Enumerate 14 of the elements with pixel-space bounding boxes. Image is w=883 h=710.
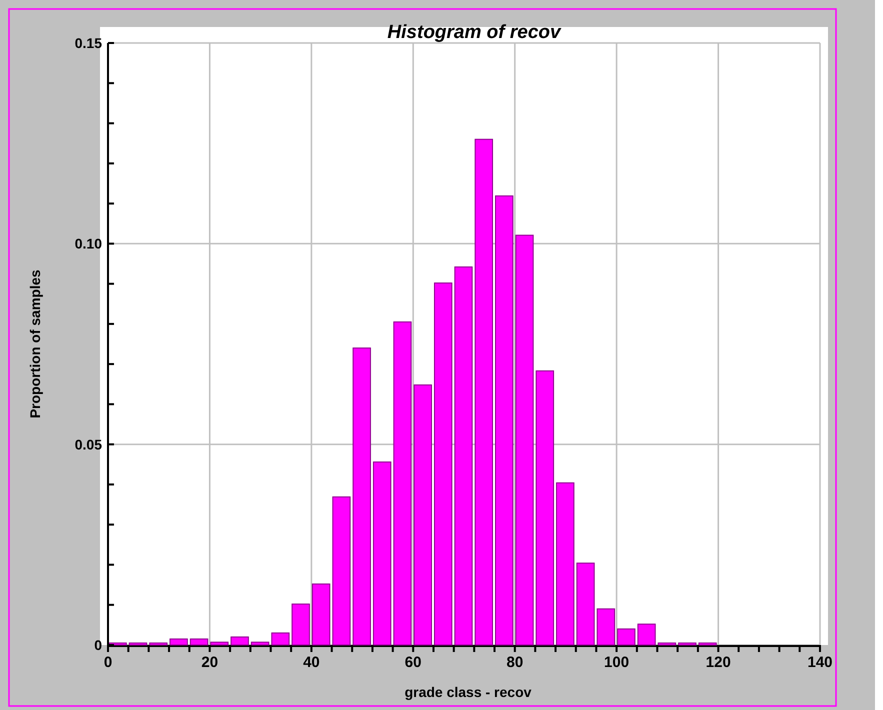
x-tick-label: 80 [506, 654, 524, 671]
x-tick-label: 120 [706, 654, 731, 671]
x-tick-label: 140 [807, 654, 833, 671]
y-tick-label: 0 [94, 637, 102, 653]
chart-title: Histogram of recov [387, 22, 562, 43]
x-axis-title: grade class - recov [404, 684, 532, 700]
x-tick-label: 20 [201, 654, 218, 671]
y-tick-label: 0.15 [74, 35, 102, 51]
y-tick-label: 0.10 [74, 236, 102, 252]
x-tick-label: 100 [604, 654, 630, 671]
y-axis-title: Proportion of samples [27, 270, 43, 418]
y-tick-label: 0.05 [74, 436, 102, 452]
x-tick-label: 60 [404, 654, 422, 671]
x-tick-label: 40 [303, 654, 320, 671]
